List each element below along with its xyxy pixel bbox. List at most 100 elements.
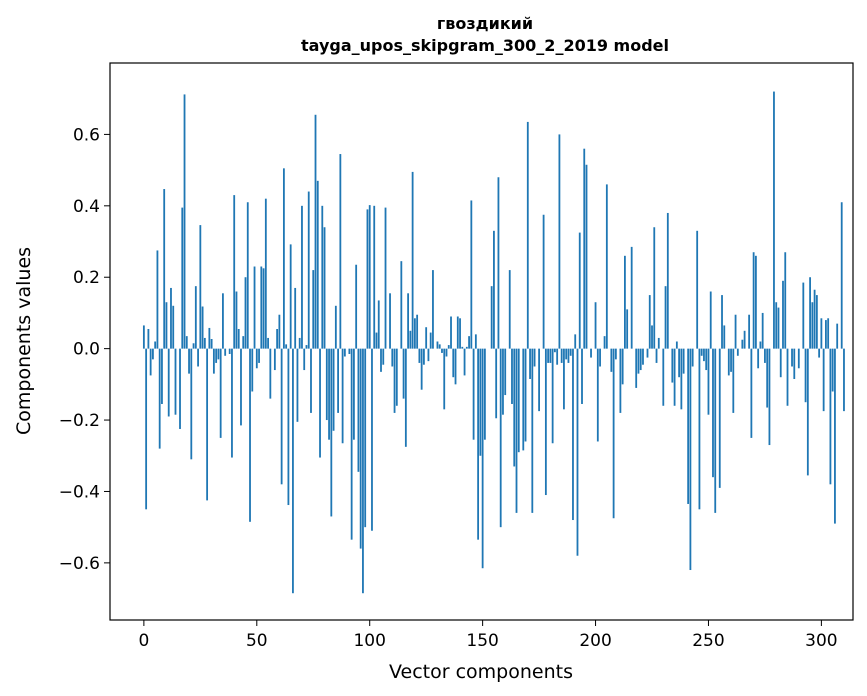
bar <box>352 348 355 440</box>
bar <box>822 348 825 412</box>
bar <box>165 302 168 349</box>
bar <box>402 348 405 399</box>
bar <box>319 348 321 458</box>
x-tick-label: 250 <box>692 631 724 651</box>
bar <box>662 348 665 406</box>
bar <box>149 348 152 376</box>
bar <box>538 348 540 412</box>
bar <box>696 230 699 349</box>
bar <box>809 277 811 349</box>
bar <box>185 336 188 349</box>
bar <box>404 348 407 447</box>
bar <box>504 348 507 396</box>
chart-title-line-2: tayga_upos_skipgram_300_2_2019 model <box>301 36 669 55</box>
bar <box>836 323 839 349</box>
bar <box>192 343 195 349</box>
bar <box>574 334 577 349</box>
y-tick-label: 0.4 <box>73 197 100 217</box>
bar <box>655 348 658 363</box>
bar <box>612 348 615 519</box>
bar <box>334 305 337 349</box>
bar <box>364 348 367 528</box>
bar <box>624 255 626 349</box>
bar <box>425 327 428 349</box>
bar <box>678 348 681 378</box>
bar <box>721 295 723 349</box>
bar <box>748 314 751 349</box>
bar <box>578 232 581 349</box>
bar <box>251 348 254 392</box>
bar <box>321 205 324 349</box>
bar <box>664 286 667 349</box>
bar <box>556 348 559 365</box>
bar <box>626 309 629 349</box>
bar <box>447 345 450 349</box>
bar <box>161 348 163 404</box>
bar <box>328 348 330 440</box>
bar <box>427 348 430 362</box>
bar <box>777 307 780 349</box>
bar <box>712 348 714 478</box>
bar <box>282 168 285 349</box>
bar <box>377 300 380 349</box>
x-tick-label: 0 <box>138 631 149 651</box>
bar <box>249 348 251 522</box>
bar <box>594 302 597 349</box>
bar <box>759 341 762 349</box>
bar <box>325 348 328 421</box>
bar <box>754 255 757 349</box>
bar <box>416 314 419 349</box>
bar <box>188 348 190 374</box>
bar <box>572 348 574 521</box>
bar <box>542 214 545 349</box>
bar <box>332 348 335 431</box>
bar <box>515 348 518 513</box>
bar <box>253 266 256 349</box>
bar <box>513 348 516 467</box>
bar <box>583 148 586 349</box>
bar <box>811 302 814 349</box>
bar <box>547 348 550 363</box>
bar <box>497 177 500 349</box>
bar <box>590 348 592 358</box>
bar <box>479 348 482 456</box>
bar <box>752 252 755 349</box>
bar <box>215 348 218 363</box>
bar <box>732 348 735 413</box>
bar <box>400 261 403 349</box>
bar <box>569 348 572 356</box>
bar <box>472 348 475 440</box>
bar <box>296 348 299 422</box>
bar <box>142 325 145 349</box>
bar <box>312 270 315 349</box>
bar <box>666 212 669 349</box>
y-tick-label: 0.6 <box>73 125 100 145</box>
bar <box>599 348 601 367</box>
bar <box>529 348 531 379</box>
bar <box>806 348 809 476</box>
bar <box>339 154 342 349</box>
bar <box>258 348 260 363</box>
bar <box>432 270 434 349</box>
bar <box>802 282 805 349</box>
bar <box>305 345 308 349</box>
bar <box>687 348 690 504</box>
bar <box>834 348 836 524</box>
bar <box>827 318 830 349</box>
bar <box>158 348 161 449</box>
bar <box>429 332 432 349</box>
bar <box>502 348 504 415</box>
y-axis-ticks: −0.6 −0.4 −0.2 0.0 0.2 0.4 0.6 <box>59 125 110 574</box>
bar <box>831 348 834 392</box>
bar <box>307 191 310 349</box>
bar <box>522 348 525 451</box>
bar <box>181 207 184 349</box>
bar <box>438 344 441 349</box>
bar <box>727 348 730 376</box>
plot-frame <box>109 62 854 621</box>
bar <box>147 329 150 349</box>
bar <box>452 348 455 378</box>
bar <box>395 348 398 406</box>
bar <box>461 346 464 349</box>
bar <box>280 348 283 485</box>
